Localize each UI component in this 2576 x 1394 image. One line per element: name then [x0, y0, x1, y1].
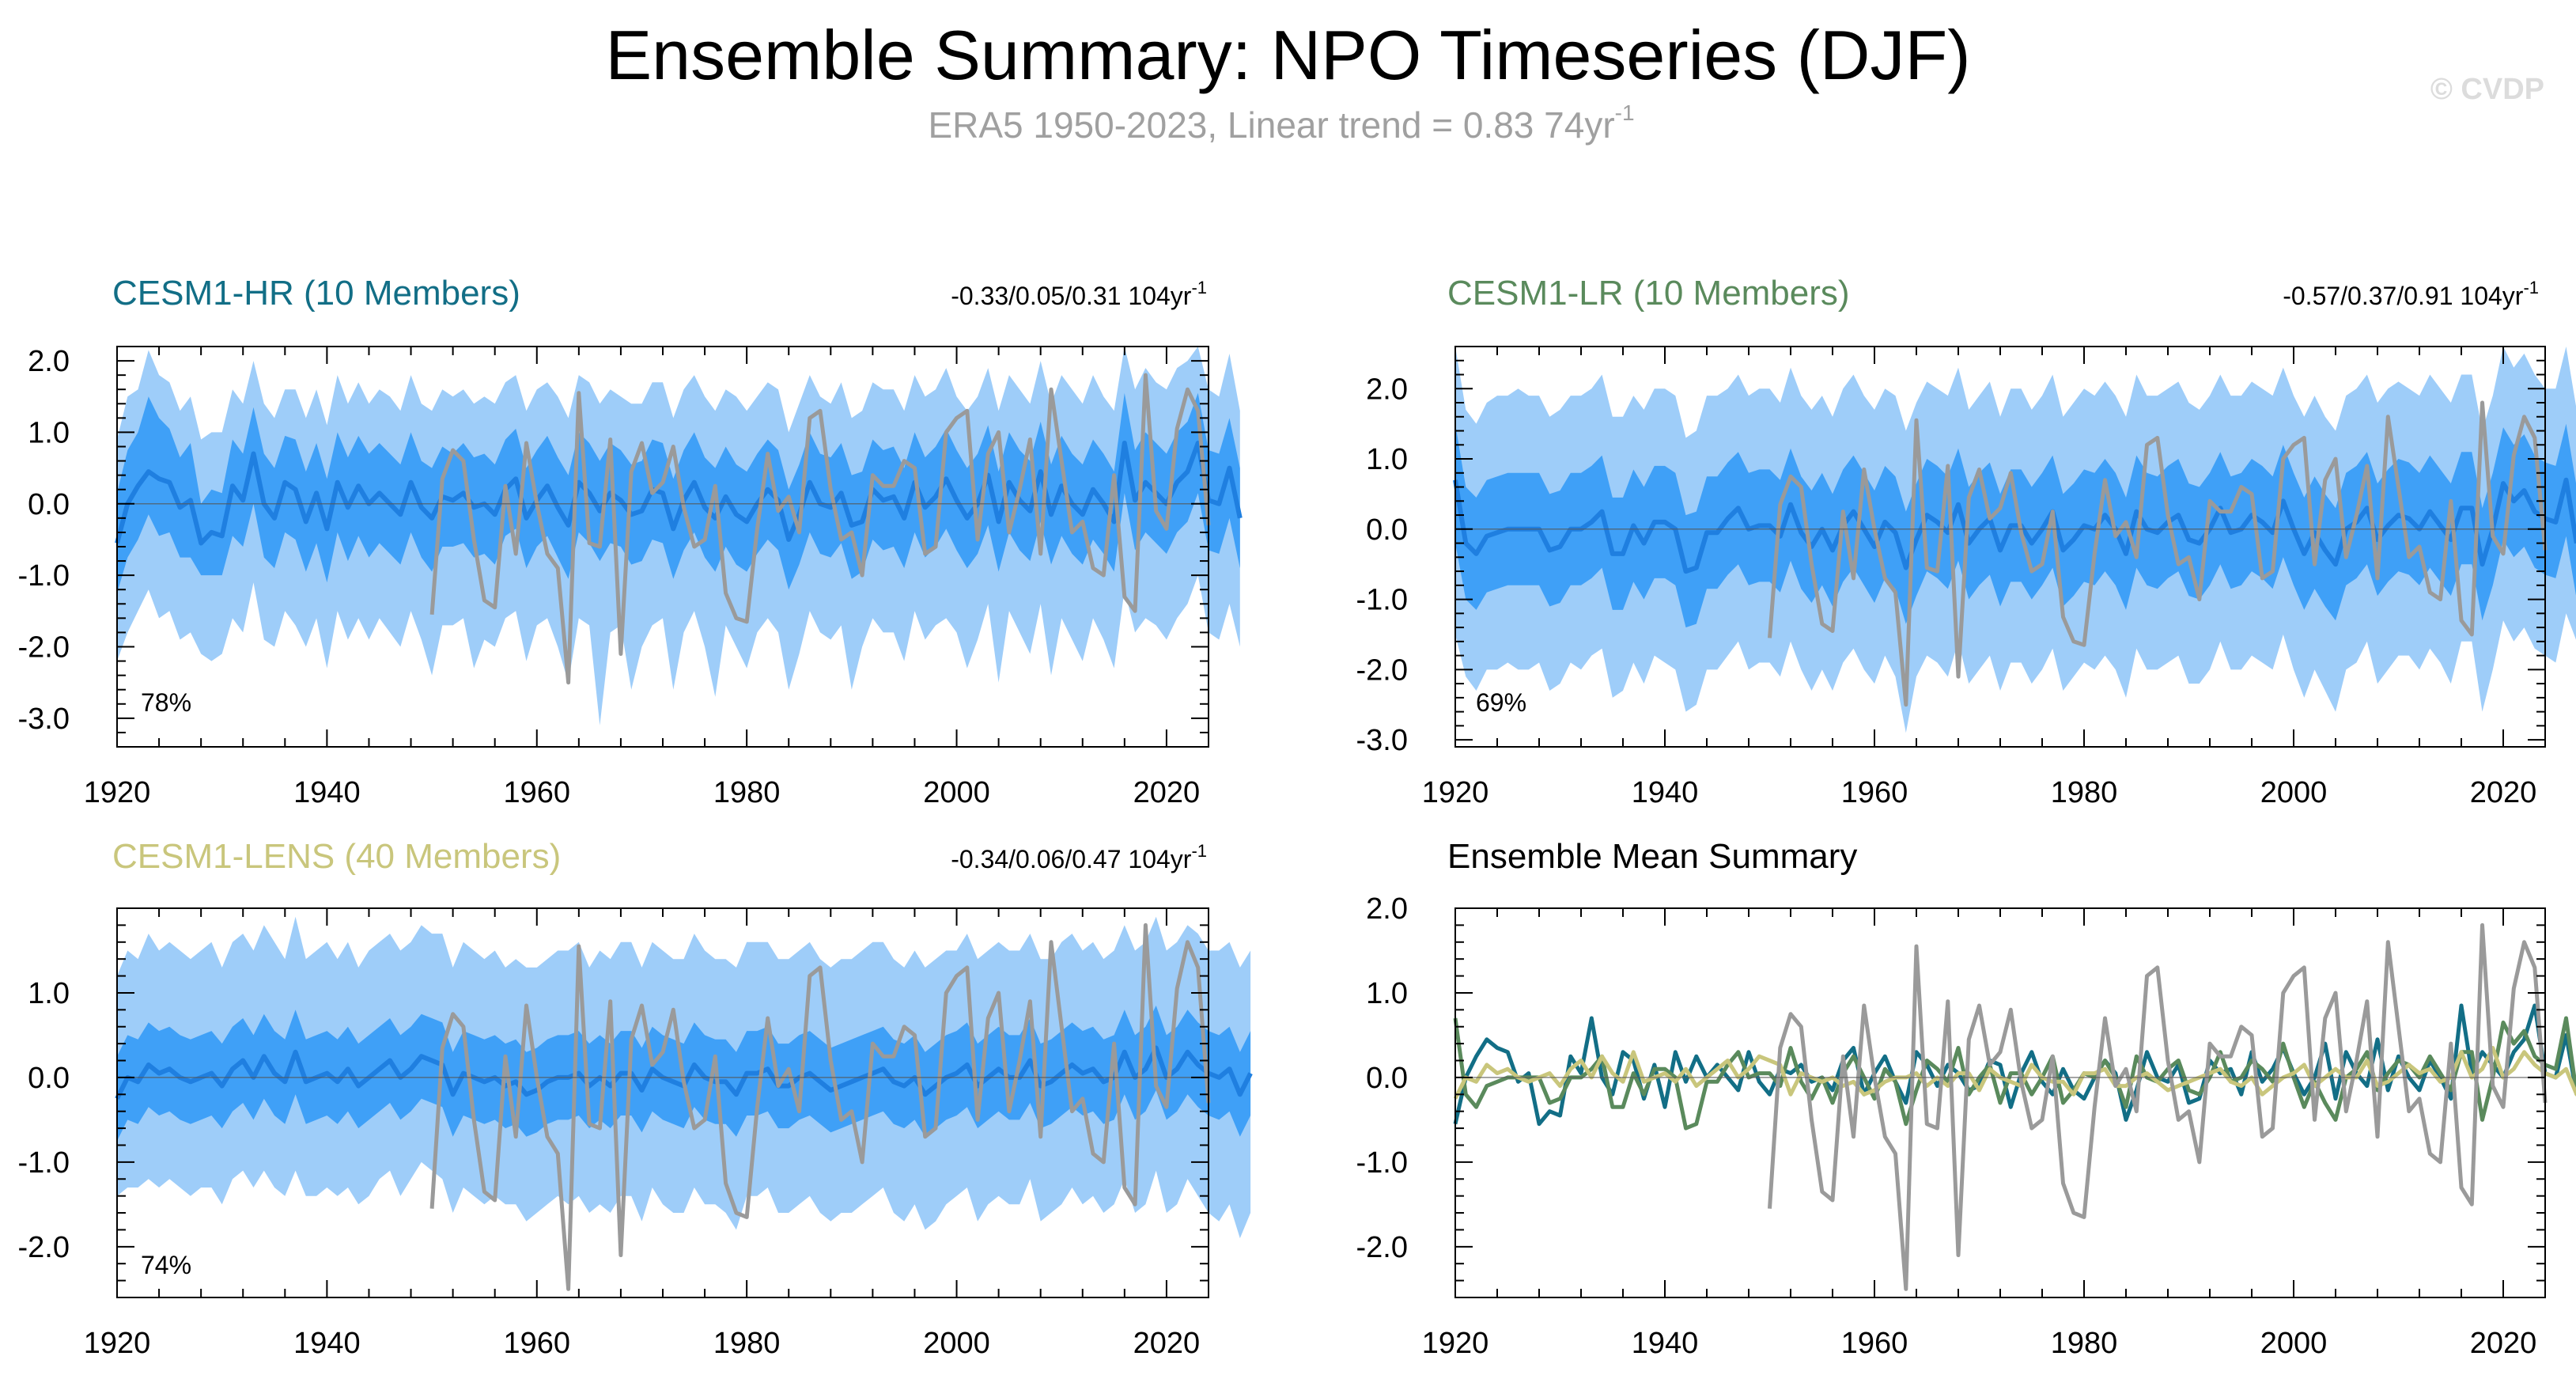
- page-subtitle: ERA5 1950-2023, Linear trend = 0.83 74yr…: [0, 101, 2563, 149]
- obs-line: [429, 922, 1211, 1291]
- x-tick-label: 1980: [2051, 776, 2118, 809]
- x-tick-label: 1980: [2051, 1327, 2118, 1360]
- stats-text: -0.33/0.05/0.31 104yr: [951, 282, 1192, 310]
- x-tick-label: 2000: [923, 1327, 990, 1360]
- y-tick-label: -2.0: [1356, 1231, 1408, 1264]
- x-tick-label: 2000: [2260, 776, 2328, 809]
- y-tick-label: -1.0: [18, 559, 70, 593]
- y-tick-label: 1.0: [1366, 443, 1408, 476]
- x-tick-label: 1960: [503, 776, 570, 809]
- x-tick-label: 1960: [1841, 1327, 1908, 1360]
- y-tick-label: 1.0: [1366, 977, 1408, 1010]
- ensemble-mean-line: [1453, 477, 2576, 574]
- y-tick-label: 2.0: [1366, 892, 1408, 926]
- panel-title: Ensemble Mean Summary: [1447, 837, 1857, 876]
- obs-line: [1768, 400, 2548, 707]
- stats-superscript: -1: [2523, 278, 2539, 297]
- panel-title: CESM1-LENS (40 Members): [112, 837, 561, 876]
- stats-superscript: -1: [1191, 841, 1207, 861]
- panel-stats: -0.33/0.05/0.31 104yr-1: [951, 278, 1207, 310]
- y-tick-label: -2.0: [1356, 653, 1408, 687]
- panel-ensemble-mean-summary: 1920 1940 1960 1980 2000 2020 2.0 1.0 0.0 -1.0 -2.…: [1356, 837, 2576, 1360]
- series-line-obs: [1768, 922, 2548, 1291]
- x-tick-label: 1980: [713, 1327, 781, 1360]
- panel-cesm1-lr: 1920 1940 1960 1980 2000 2020 2.0 1.0 0.0 -1.0 -2.…: [1356, 274, 2576, 809]
- panel-stats: -0.57/0.37/0.91 104yr-1: [2283, 278, 2539, 310]
- x-tick-label: 1920: [84, 776, 151, 809]
- panel-percent: 78%: [141, 688, 191, 717]
- panel-title: CESM1-LR (10 Members): [1447, 274, 1850, 313]
- y-tick-label: -1.0: [1356, 584, 1408, 617]
- inner-spread-band: [117, 392, 1240, 593]
- panel-stats: -0.34/0.06/0.47 104yr-1: [951, 841, 1207, 873]
- y-tick-label: -1.0: [1356, 1146, 1408, 1180]
- x-tick-label: 2000: [2260, 1327, 2328, 1360]
- x-tick-label: 1940: [1632, 1327, 1699, 1360]
- y-tick-label: 1.0: [28, 977, 70, 1010]
- panel-cesm1-hr: 1920 1940 1960 1980 2000 2020 2.0 1.0 0.0 -1.0 -2.…: [18, 274, 1243, 809]
- y-tick-label: 1.0: [28, 416, 70, 449]
- panel-percent: 74%: [141, 1251, 191, 1279]
- x-tick-label: 1960: [1841, 776, 1908, 809]
- x-tick-label: 1940: [1632, 776, 1699, 809]
- x-tick-label: 1940: [293, 776, 361, 809]
- y-tick-label: 2.0: [28, 345, 70, 378]
- y-tick-label: 0.0: [28, 1062, 70, 1095]
- page-title: Ensemble Summary: NPO Timeseries (DJF): [605, 16, 1971, 94]
- stats-text: -0.57/0.37/0.91 104yr: [2283, 282, 2524, 310]
- stats-superscript: -1: [1191, 278, 1207, 297]
- x-tick-label: 1920: [84, 1327, 151, 1360]
- x-tick-label: 2020: [2470, 1327, 2537, 1360]
- x-tick-label: 2020: [1133, 776, 1201, 809]
- subtitle-text: ERA5 1950-2023, Linear trend = 0.83 74yr: [928, 104, 1615, 146]
- y-tick-label: -1.0: [18, 1146, 70, 1180]
- x-tick-label: 1940: [293, 1327, 361, 1360]
- x-tick-label: 1960: [503, 1327, 570, 1360]
- y-tick-label: -3.0: [1356, 724, 1408, 757]
- obs-line: [429, 373, 1211, 685]
- ensemble-mean-line: [115, 441, 1243, 546]
- series-line-cesm1-lr: [1453, 1016, 2576, 1131]
- y-tick-label: -3.0: [18, 703, 70, 736]
- subtitle-superscript: -1: [1614, 100, 1635, 125]
- y-tick-label: 0.0: [28, 488, 70, 521]
- stats-text: -0.34/0.06/0.47 104yr: [951, 845, 1192, 873]
- panel-title: CESM1-HR (10 Members): [112, 274, 520, 313]
- y-tick-label: 0.0: [1366, 1062, 1408, 1095]
- x-tick-label: 1920: [1422, 776, 1489, 809]
- y-tick-label: 2.0: [1366, 373, 1408, 406]
- panel-percent: 69%: [1476, 688, 1526, 717]
- x-tick-label: 1980: [713, 776, 781, 809]
- x-tick-label: 2000: [923, 776, 990, 809]
- y-tick-label: -2.0: [18, 1231, 70, 1264]
- x-tick-label: 2020: [2470, 776, 2537, 809]
- x-tick-label: 1920: [1422, 1327, 1489, 1360]
- y-tick-label: -2.0: [18, 631, 70, 665]
- watermark: © CVDP: [2430, 73, 2544, 106]
- y-tick-label: 0.0: [1366, 513, 1408, 547]
- panel-cesm1-lens: 1920 1940 1960 1980 2000 2020 1.0 0.0 -1.0 -2.0 CE…: [18, 837, 1253, 1360]
- x-tick-label: 2020: [1133, 1327, 1201, 1360]
